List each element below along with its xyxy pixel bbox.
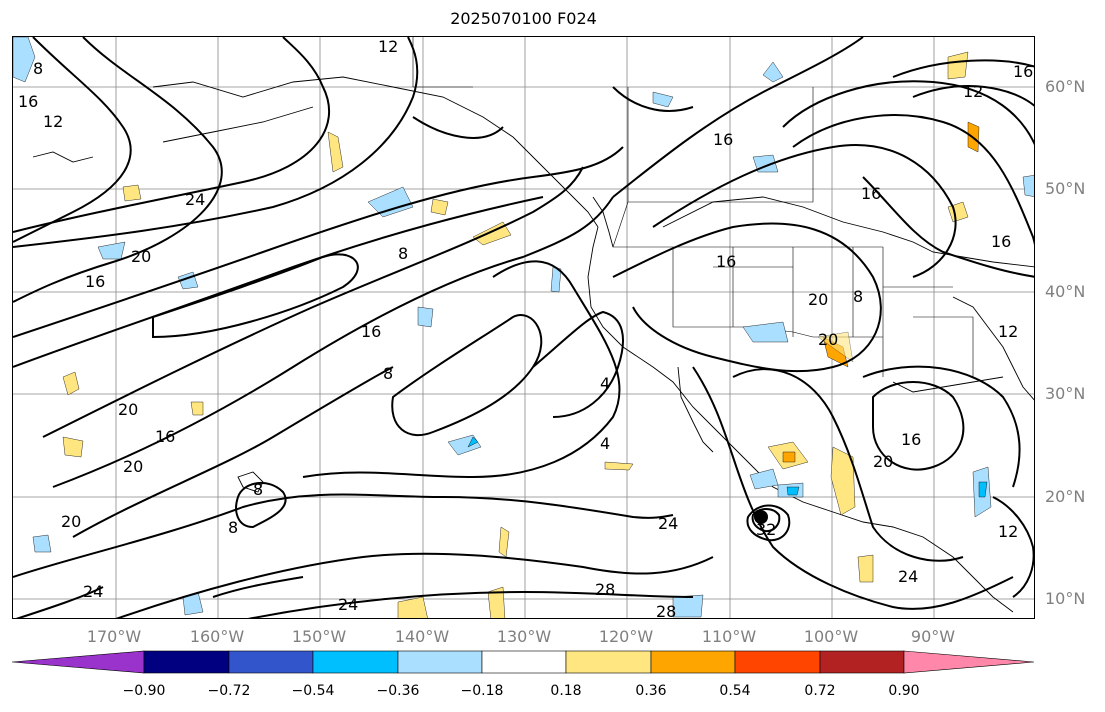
colorbar-tick: −0.90 [122,683,166,699]
contour-label: 8 [383,364,393,383]
lon-label: 170°W [86,627,142,646]
contour-label: 28 [656,602,676,619]
lon-label: 140°W [394,627,450,646]
contour-label: 16 [713,130,733,149]
colorbar-cell [481,650,567,674]
contour-label: 32 [756,520,776,539]
contour-label: 16 [861,184,881,203]
closed-low-center [754,510,768,524]
contour-label: 12 [998,322,1018,341]
lat-label: 20°N [1045,487,1086,506]
contour-label: 16 [901,430,921,449]
state-borders [412,37,974,377]
map-title: 2025070100 F024 [450,9,597,28]
contour-label: 24 [185,190,205,209]
coastlines [32,76,1034,613]
colorbar-tick: 0.72 [804,683,836,699]
colorbar-tick: −0.72 [207,683,251,699]
colorbar-tick: 0.18 [550,683,582,699]
colorbar [12,650,1035,674]
contour-label: 24 [898,567,918,586]
lon-label: 130°W [496,627,552,646]
colorbar-cell [650,650,736,674]
colorbar-cell [228,650,314,674]
contour-label: 4 [600,374,610,393]
map-canvas: 8 12 16 16 12 24 20 16 8 16 8 20 16 20 2… [13,37,1034,619]
contour-label: 28 [595,580,615,599]
contour-label: 8 [33,59,43,78]
contour-label: 24 [338,595,358,614]
contour-label: 16 [716,252,736,271]
lon-label: 150°W [291,627,347,646]
colorbar-tick: −0.54 [291,683,335,699]
lon-label: 120°W [598,627,654,646]
contour-label: 16 [361,322,381,341]
contour-label: 8 [228,518,238,537]
contour-label: 8 [398,244,408,263]
contour-label: 12 [43,112,63,131]
colorbar-cell [397,650,483,674]
lon-label: 100°W [803,627,859,646]
contour-lines [13,37,1034,618]
contour-label: 20 [61,512,81,531]
colorbar-cell [143,650,230,674]
contour-label: 12 [998,522,1018,541]
colorbar-tick: 0.54 [719,683,751,699]
lat-label: 50°N [1045,179,1086,198]
contour-label: 20 [808,290,828,309]
contour-label: 24 [658,514,678,533]
contour-label: 16 [1013,62,1033,81]
contour-label: 20 [123,457,143,476]
contour-label: 4 [600,434,610,453]
lat-label: 40°N [1045,282,1086,301]
contour-label: 16 [85,272,105,291]
lon-label: 90°W [910,627,956,646]
contour-label: 24 [83,582,103,601]
contour-label: 8 [253,480,263,499]
contour-label: 12 [378,37,398,56]
colorbar-tick: 0.36 [635,683,667,699]
colorbar-cell [565,650,652,674]
contour-label: 20 [118,400,138,419]
contour-label: 16 [155,427,175,446]
lat-label: 60°N [1045,77,1086,96]
colorbar-tick: −0.36 [376,683,420,699]
contour-label: 20 [818,330,838,349]
contour-label: 8 [853,287,863,306]
colorbar-cell [903,650,1035,674]
colorbar-cell [312,650,399,674]
contour-label: 20 [131,247,151,266]
contour-label: 16 [18,92,38,111]
lon-label: 160°W [189,627,245,646]
lat-label: 30°N [1045,384,1086,403]
contour-labels: 8 12 16 16 12 24 20 16 8 16 8 20 16 20 2… [18,37,1033,619]
contour-label: 12 [963,82,983,101]
colorbar-tick: 0.90 [888,683,920,699]
shaded-regions [13,37,1034,618]
colorbar-cell [12,650,145,674]
contour-label: 20 [873,452,893,471]
lat-label: 10°N [1045,589,1086,608]
colorbar-tick: −0.18 [460,683,504,699]
colorbar-cell [819,650,905,674]
map-panel: 8 12 16 16 12 24 20 16 8 16 8 20 16 20 2… [12,36,1035,619]
lon-label: 110°W [701,627,757,646]
colorbar-cell [734,650,821,674]
contour-label: 16 [991,232,1011,251]
